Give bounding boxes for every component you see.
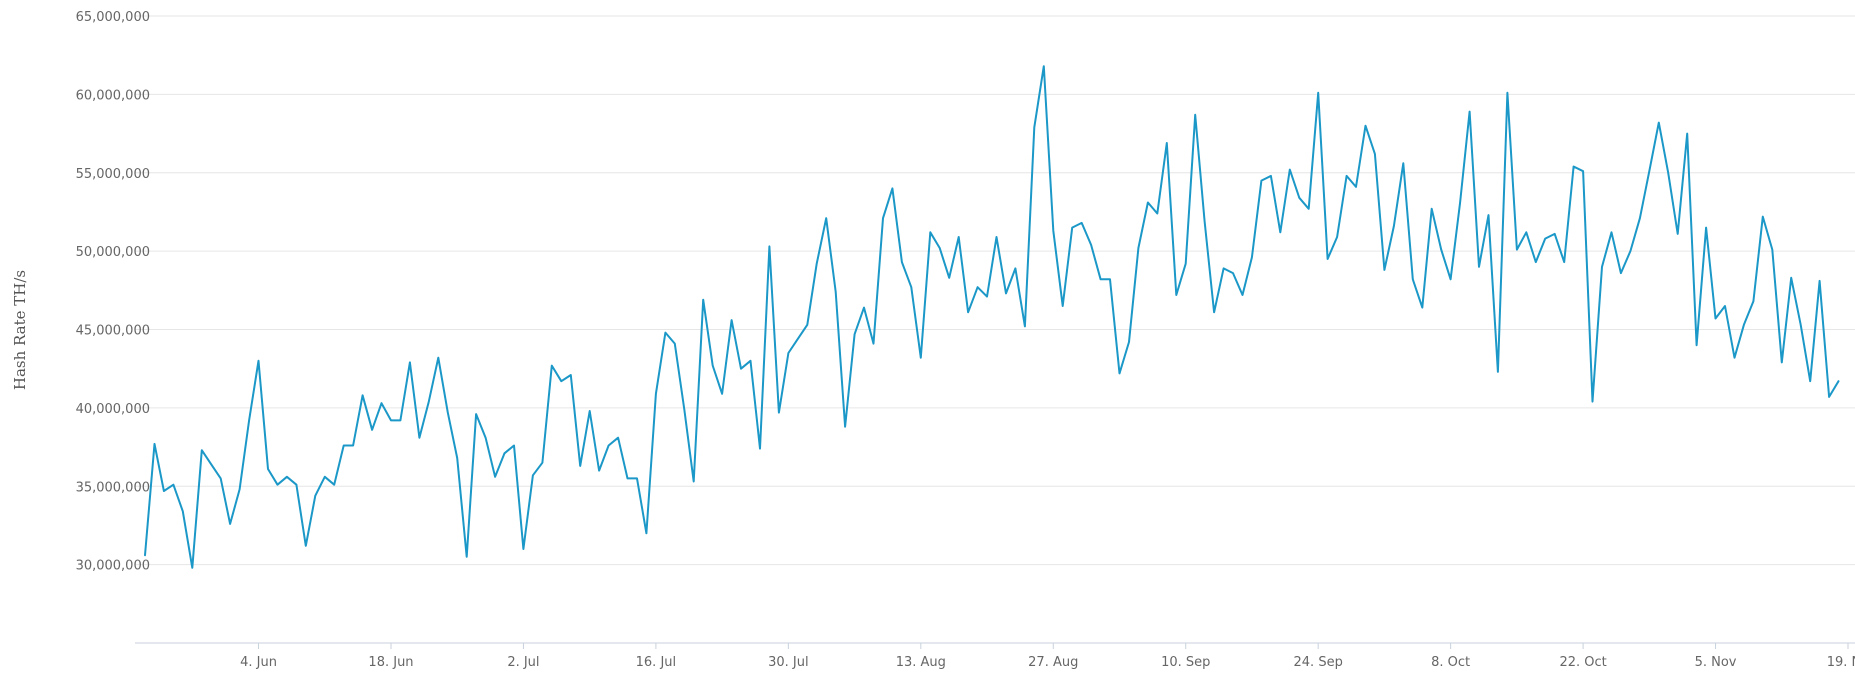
y-tick-label: 40,000,000 [76,402,150,417]
series-layer [144,65,1840,569]
series-line-hash-rate [144,65,1840,569]
x-tick-label: 18. Jun [368,655,413,670]
y-tick-label: 50,000,000 [76,245,150,260]
x-tick-label: 4. Jun [240,655,277,670]
x-axis: 4. Jun 18. Jun 2. Jul 16. Jul 30. Jul 13. Aug… [240,643,1855,670]
y-axis: 30,000,000 35,000,000 40,000,000 45,000,000… [76,10,150,574]
grid-lines [135,15,1855,566]
x-tick-label: 24. Sep [1294,655,1343,670]
x-tick-label: 13. Aug [896,655,946,670]
y-tick-label: 60,000,000 [76,88,150,103]
y-tick-label: 30,000,000 [76,559,150,574]
y-tick-label: 35,000,000 [76,480,150,495]
y-tick-label: 55,000,000 [76,167,150,182]
x-tick-label: 16. Jul [636,655,677,670]
y-tick-label: 45,000,000 [76,324,150,339]
x-tick-label: 5. Nov [1695,655,1737,670]
x-tick-label: 19. No [1827,655,1855,670]
y-axis-title: Hash Rate TH/s [11,270,29,390]
x-tick-label: 10. Sep [1161,655,1210,670]
x-tick-label: 27. Aug [1028,655,1078,670]
x-tick-label: 22. Oct [1559,655,1606,670]
x-tick-label: 2. Jul [507,655,539,670]
x-tick-label: 30. Jul [768,655,809,670]
y-tick-label: 65,000,000 [76,10,150,25]
x-tick-label: 8. Oct [1431,655,1470,670]
